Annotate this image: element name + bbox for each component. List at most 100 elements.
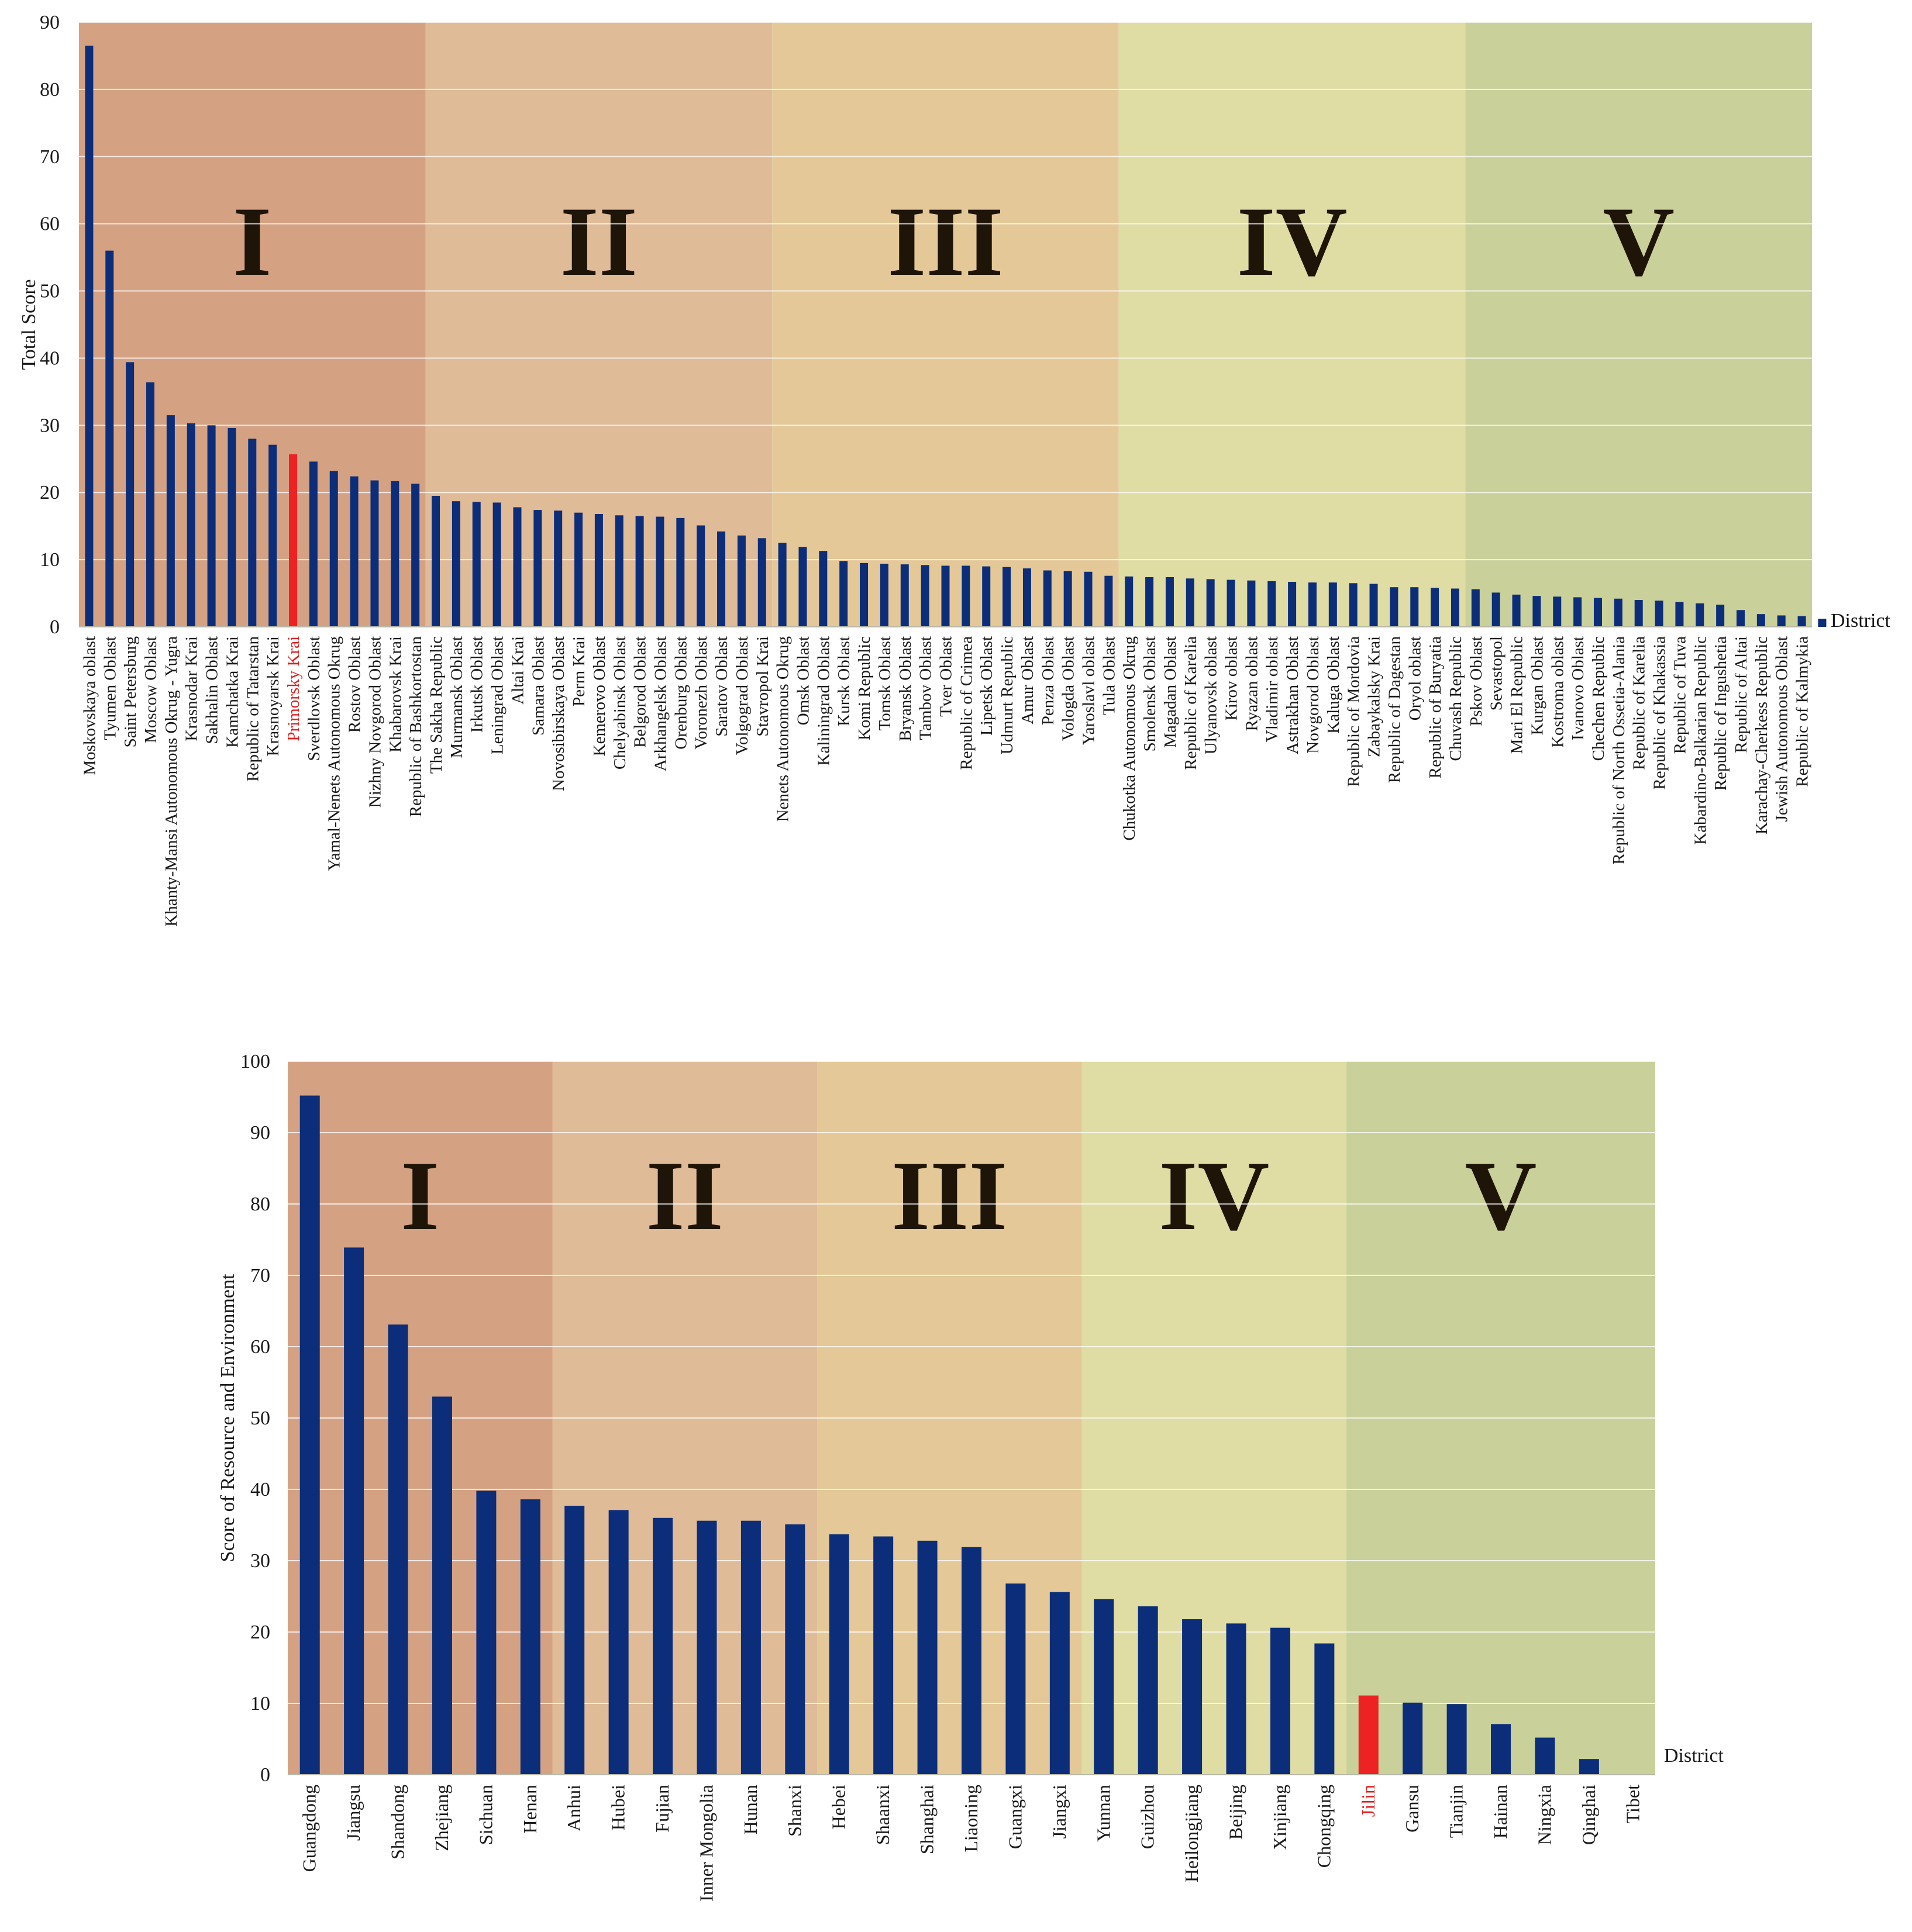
bar xyxy=(1777,615,1786,627)
y-tick-label: 20 xyxy=(40,482,60,503)
bar xyxy=(740,1520,761,1775)
bar xyxy=(1104,575,1113,627)
bar xyxy=(1579,1759,1599,1775)
bar xyxy=(900,564,909,627)
bar xyxy=(187,423,195,627)
x-category-label: Tyumen Oblast xyxy=(101,636,119,740)
bar xyxy=(574,512,583,627)
y-tick-label: 90 xyxy=(250,1122,270,1144)
x-category-label: Zabaykalsky Krai xyxy=(1365,636,1384,757)
bar xyxy=(676,518,685,627)
y-tick-label: 50 xyxy=(40,281,60,302)
x-category-label: Republic of Tatarstan xyxy=(243,636,262,782)
x-category-label: Republic of North Ossetia-Alania xyxy=(1610,636,1628,865)
bar xyxy=(1022,568,1031,627)
bar xyxy=(1043,570,1052,627)
bar xyxy=(982,566,991,627)
x-category-label: Republic of Crimea xyxy=(957,636,976,770)
bar xyxy=(1369,584,1378,627)
bar xyxy=(388,1324,408,1775)
bar xyxy=(1186,578,1194,627)
x-category-label: Shanxi xyxy=(784,1785,805,1837)
bar xyxy=(656,516,664,627)
x-category-label: Tver Oblast xyxy=(937,636,956,717)
bar xyxy=(520,1499,540,1775)
zone-V-label: V xyxy=(1603,187,1675,296)
bar xyxy=(1308,582,1317,627)
bar xyxy=(1226,1623,1246,1775)
y-tick-label: 0 xyxy=(50,616,60,638)
x-category-label: Oryol oblast xyxy=(1405,636,1424,720)
x-category-label: Anhui xyxy=(563,1785,584,1831)
bar xyxy=(717,531,726,627)
x-category-label: Jiangxi xyxy=(1049,1785,1070,1839)
bar xyxy=(105,250,114,627)
total-score-chart: I II III IV V0102030405060708090Moskovskaya … xyxy=(18,12,1891,927)
bar xyxy=(146,382,155,627)
bar xyxy=(391,481,399,627)
bar xyxy=(1410,587,1419,627)
bar xyxy=(1049,1592,1070,1775)
x-category-label: Kurgan Oblast xyxy=(1528,636,1546,735)
bar xyxy=(1328,582,1337,627)
bar xyxy=(798,547,807,627)
x-category-label: Krasnodar Krai xyxy=(182,636,201,741)
y-tick-label: 70 xyxy=(250,1265,270,1286)
bar xyxy=(778,543,787,627)
x-category-label: Saratov Oblast xyxy=(712,636,731,737)
y-axis-title: Total Score xyxy=(18,279,40,370)
x-category-label: Xinjiang xyxy=(1269,1785,1290,1850)
bar xyxy=(166,415,175,627)
x-category-label: Saint Petersburg xyxy=(121,636,140,747)
zone-III-background xyxy=(772,22,1119,627)
bar xyxy=(1491,592,1500,627)
x-category-label: Republic of Tuva xyxy=(1670,636,1689,754)
bar xyxy=(697,1520,717,1775)
x-category-label: Leningrad Oblast xyxy=(488,636,507,754)
x-category-label: Gansu xyxy=(1401,1785,1422,1833)
x-category-label: Guangdong xyxy=(299,1785,320,1872)
bar xyxy=(873,1536,894,1775)
bar xyxy=(941,565,950,627)
bar xyxy=(1634,600,1643,627)
x-category-label: Vladimir oblast xyxy=(1263,636,1281,742)
bar xyxy=(917,1540,938,1775)
x-category-label: Sverdlovsk Oblast xyxy=(305,636,323,761)
x-category-label: Republic of Bashkortostan xyxy=(406,636,425,817)
x-category-label: Udmurt Republic xyxy=(998,636,1017,754)
x-category-label: Ningxia xyxy=(1534,1785,1555,1845)
bar xyxy=(1267,581,1276,627)
bar-highlight xyxy=(1358,1695,1379,1775)
bar xyxy=(1084,571,1093,627)
bar xyxy=(1247,580,1256,627)
bar xyxy=(839,561,848,627)
x-category-label: Sichuan xyxy=(475,1785,496,1845)
x-category-label: Pskov Oblast xyxy=(1467,636,1486,726)
zone-IV-background xyxy=(1118,22,1466,627)
x-category-label: Heilongjiang xyxy=(1181,1785,1202,1882)
y-tick-label: 30 xyxy=(250,1550,270,1572)
x-category-label: Kursk Oblast xyxy=(835,636,853,726)
x-category-label: Kirov oblast xyxy=(1222,636,1241,720)
bar xyxy=(1696,603,1704,627)
bar xyxy=(1535,1737,1555,1775)
bar xyxy=(962,565,970,627)
x-category-label: Kostroma oblast xyxy=(1548,636,1567,748)
x-category-label: Arkhangelsk Oblast xyxy=(651,636,670,771)
x-category-label: Kaluga Oblast xyxy=(1324,636,1343,734)
bar xyxy=(329,471,338,627)
x-category-label: Samara Oblast xyxy=(529,636,547,736)
x-category-label: Yamal-Nenets Autonomous Okrug xyxy=(325,636,344,871)
bar xyxy=(309,461,318,627)
x-category-label: Bryansk Oblast xyxy=(896,636,915,741)
x-category-label: Irkutsk Oblast xyxy=(468,636,487,733)
y-tick-label: 40 xyxy=(40,347,60,369)
y-tick-label: 30 xyxy=(40,415,60,436)
x-category-label: Ulyanovsk oblast xyxy=(1202,636,1221,754)
x-category-label: Moscow Oblast xyxy=(142,636,160,743)
x-category-label: Republic of Karelia xyxy=(1181,636,1200,770)
bar xyxy=(476,1491,497,1775)
bar xyxy=(1227,579,1235,627)
x-category-label: Chongqing xyxy=(1313,1785,1334,1868)
y-tick-label: 20 xyxy=(250,1622,270,1643)
